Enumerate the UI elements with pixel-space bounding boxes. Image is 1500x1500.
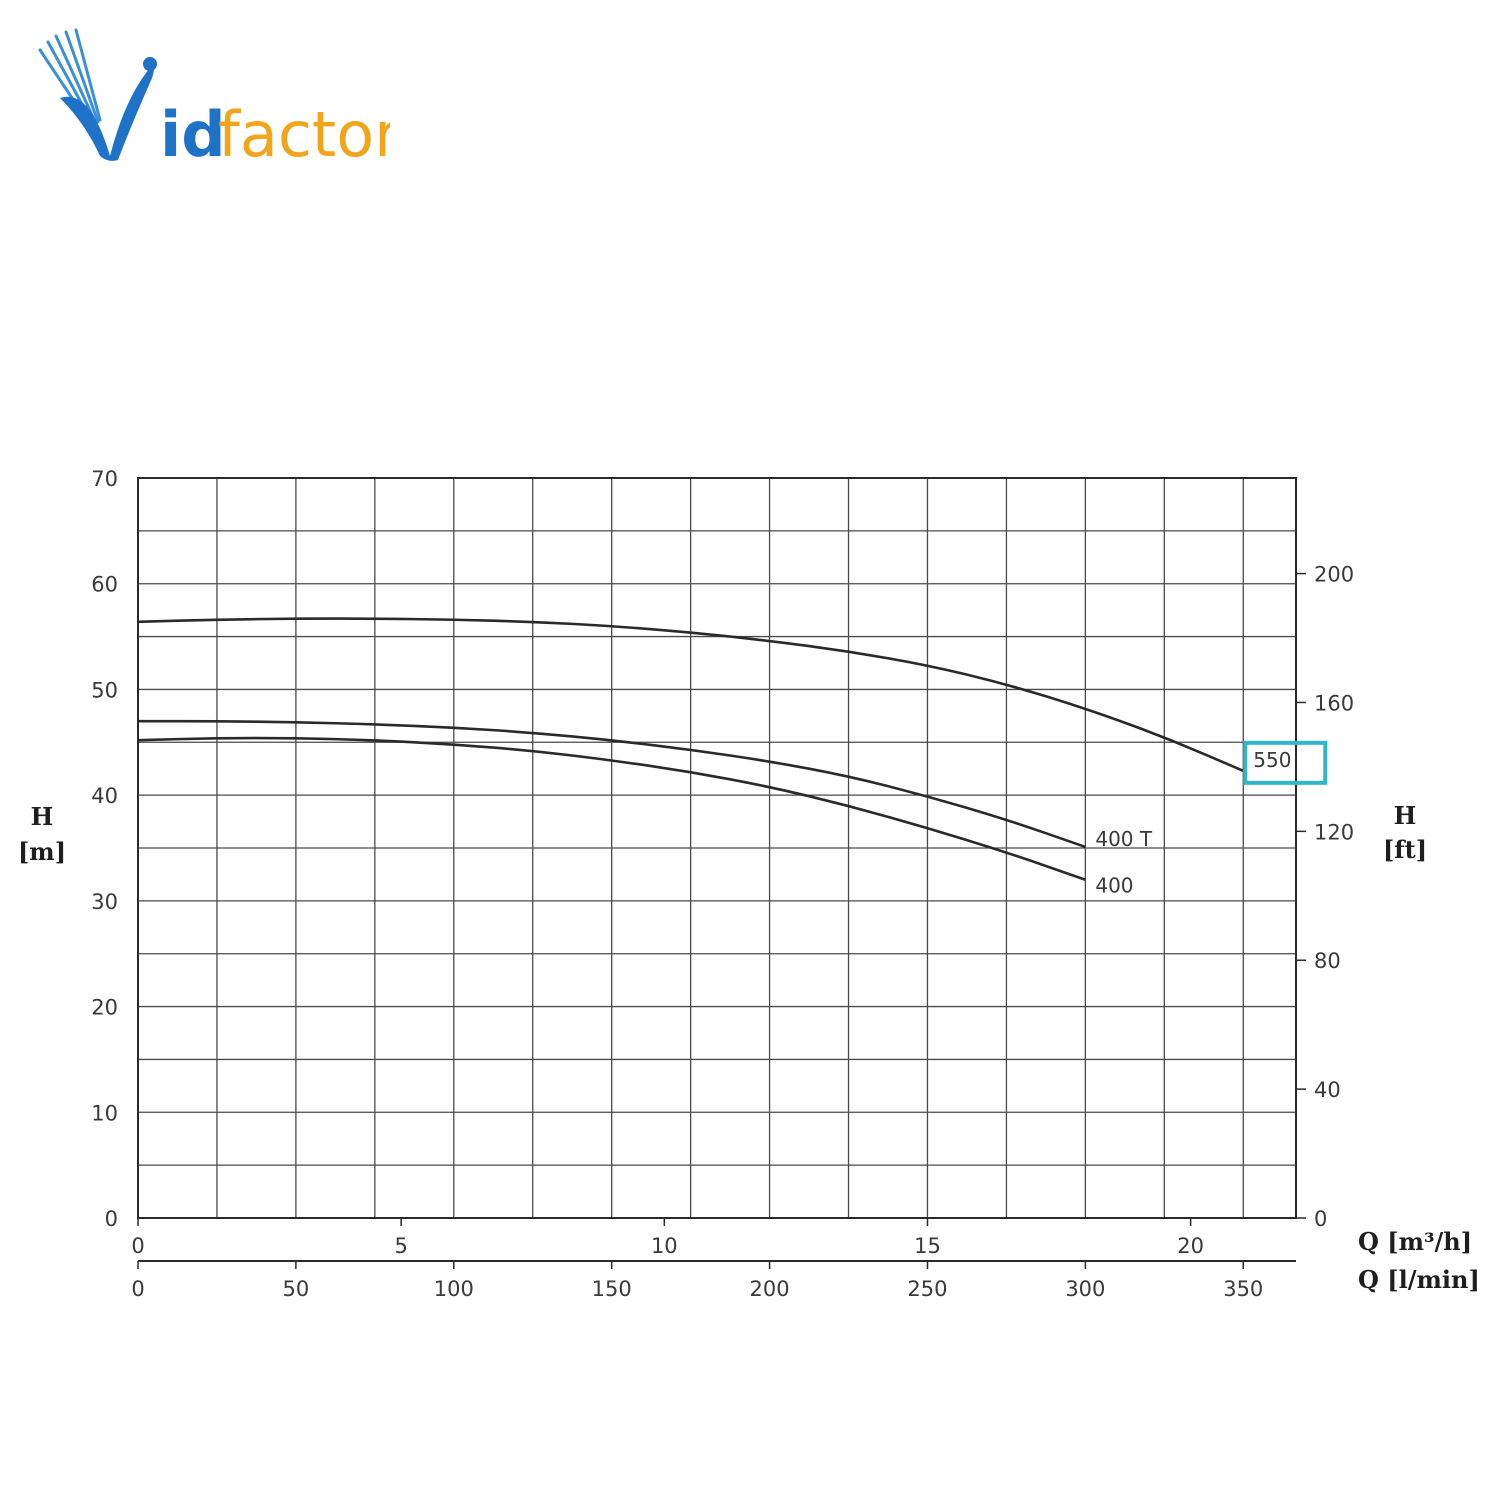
y-tick-m: 50 <box>91 678 118 702</box>
x-tick-lmin: 200 <box>750 1277 790 1301</box>
highlight-box-550 <box>1243 740 1328 785</box>
x-tick-lmin: 0 <box>131 1277 144 1301</box>
x-axis-label-m3h: Q [m³/h] <box>1358 1227 1472 1256</box>
y-tick-ft: 80 <box>1314 949 1341 973</box>
curve-label: 400 <box>1095 874 1133 898</box>
x-tick-m3h: 0 <box>131 1234 144 1258</box>
y-tick-ft: 120 <box>1314 820 1354 844</box>
chart-curves: 550 400 T 400 <box>137 617 1328 898</box>
curve-400 <box>137 736 1086 881</box>
logo-text-id: id <box>160 98 226 171</box>
logo-v-shape <box>60 64 155 161</box>
x-tick-m3h: 10 <box>651 1234 678 1258</box>
x-tick-lmin: 50 <box>283 1277 310 1301</box>
y-tick-m: 0 <box>105 1207 118 1231</box>
x-tick-lmin: 150 <box>592 1277 632 1301</box>
x-tick-lmin: 350 <box>1223 1277 1263 1301</box>
curve-label: 400 T <box>1095 827 1153 851</box>
x-tick-m3h: 5 <box>394 1234 407 1258</box>
curve-label: 550 <box>1253 748 1291 772</box>
y-tick-ft: 0 <box>1314 1207 1327 1231</box>
logo-text-factor: factor <box>218 98 390 171</box>
y-tick-m: 10 <box>91 1101 118 1125</box>
y-axis-left-label-h: H <box>31 802 54 831</box>
y-tick-m: 30 <box>91 890 118 914</box>
x-tick-lmin: 250 <box>907 1277 947 1301</box>
y-axis-right-label-unit: [ft] <box>1383 835 1427 864</box>
y-tick-ft: 200 <box>1314 563 1354 587</box>
curve-400t <box>138 719 1086 849</box>
y-tick-m: 20 <box>91 996 118 1020</box>
y-tick-m: 40 <box>91 784 118 808</box>
y-tick-m: 70 <box>91 467 118 491</box>
y-tick-ft: 160 <box>1314 691 1354 715</box>
curve-550 <box>137 617 1244 773</box>
logo-bird-head <box>143 57 157 71</box>
x-tick-lmin: 100 <box>434 1277 474 1301</box>
y-axis-right-label-h: H <box>1394 801 1417 830</box>
y-axis-left-label-unit: [m] <box>18 837 66 866</box>
x-tick-m3h: 15 <box>914 1234 941 1258</box>
x-tick-m3h: 20 <box>1177 1234 1204 1258</box>
y-tick-ft: 40 <box>1314 1078 1341 1102</box>
x-tick-lmin: 300 <box>1065 1277 1105 1301</box>
x-axis-label-lmin: Q [l/min] <box>1358 1265 1480 1294</box>
vidfactor-logo: id factor <box>38 28 390 171</box>
chart-grid <box>137 477 1297 1262</box>
y-tick-m: 60 <box>91 573 118 597</box>
